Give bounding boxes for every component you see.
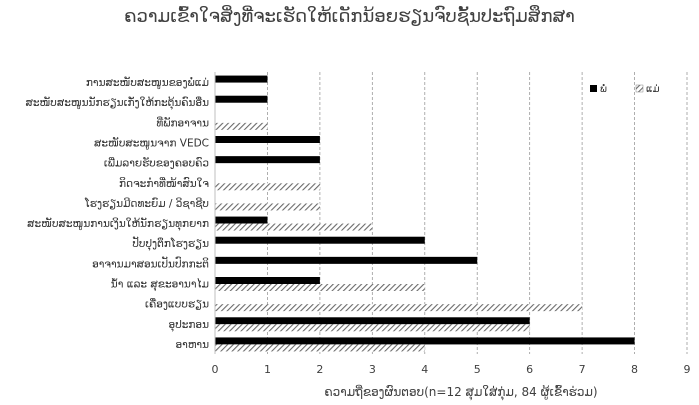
bar-series-1 <box>215 156 320 164</box>
x-tick-label: 9 <box>684 363 691 376</box>
chart-title: ຄວາມເຂົ້າໃຈສິ່ງທີ່ຈະເຮັດໃຫ້ເດັກນ້ອຍຮຽນຈົ… <box>124 6 575 27</box>
category-label: ອາຫານ <box>176 339 210 351</box>
bar-series-1 <box>215 95 268 103</box>
bar-series-1 <box>215 136 320 143</box>
category-label: ເພີ່ມລາຍຮັບຂອງຄອບຄົວ <box>104 156 209 169</box>
x-tick-label: 0 <box>212 363 219 376</box>
bar-series-2 <box>215 344 425 352</box>
x-tick-label: 6 <box>526 363 533 376</box>
category-label: ສະໜັບສະໜູນຈາກ VEDC <box>94 136 209 149</box>
category-label: ນ້ຳ ແລະ ສຸຂະອານາໄມ <box>111 278 209 292</box>
bar-series-1 <box>215 216 268 224</box>
x-tick-label: 3 <box>369 363 376 376</box>
x-tick-label: 2 <box>316 363 323 376</box>
category-label: ໂຮງຮຽນມີດທະຍົມ / ວິຊາຊີບ <box>84 197 209 210</box>
bar-series-2 <box>215 304 583 312</box>
category-label: ທີ່ພັກອາຈານ <box>156 116 209 129</box>
bar-series-2 <box>215 324 530 332</box>
x-tick-label: 5 <box>474 363 481 376</box>
x-tick-label: 8 <box>631 363 638 376</box>
category-label: ເຄື່ອງແບບຮຽນ <box>145 298 209 311</box>
legend-label: ແມ່ <box>646 83 660 95</box>
x-tick-label: 4 <box>421 363 428 376</box>
x-axis-label: ຄວາມຖີ່ຂອງຜົນຕອບ(n=12 ສຸມໃສ່ກຸ່ມ, 84 ຜູ້… <box>324 384 597 401</box>
category-label: ສະໜັບສະໜູນການເງິນໃຫ້ນັກຮຽນທຸກຍາກ <box>27 217 209 231</box>
bar-series-2 <box>215 183 320 191</box>
bar-series-1 <box>215 75 268 83</box>
bar-series-1 <box>215 256 478 264</box>
category-label: ປັບປຸງຕຶກໂຮງຮຽນ <box>132 236 209 251</box>
legend-swatch <box>590 85 597 92</box>
legend-label: ພໍ່ <box>600 83 607 95</box>
bar-series-1 <box>215 317 530 325</box>
category-label: ສະໜັບສະໜູນນັກຮຽນເກັ່ງໃຫ້ກະຕຸ້ນຄົນອື່ນ <box>25 96 209 110</box>
x-tick-label: 7 <box>579 363 586 376</box>
category-label: ອາຈານມາສອນເປັນປົກກະຕິ <box>92 256 209 270</box>
label-layer: 0 1 2 3 4 5 6 7 8 9 ການສະໜັບສະໜູນຂອງພໍ່ແມ່ສະໜັບສະໜ… <box>25 76 690 401</box>
x-tick-label: 1 <box>264 363 271 376</box>
bar-series-2 <box>215 223 373 231</box>
category-label: ອຸປະກອນ <box>169 319 210 332</box>
bar-series-2 <box>215 122 268 130</box>
bar-series-2 <box>215 203 320 211</box>
grid-layer <box>267 72 688 354</box>
bar-series-1 <box>215 236 425 244</box>
bar-layer <box>215 75 635 352</box>
legend: ພໍ່ ແມ່ <box>590 83 660 95</box>
bar-series-2 <box>215 284 425 291</box>
bar-series-1 <box>215 277 320 284</box>
category-label: ການສະໜັບສະໜູນຂອງພໍ່ແມ່ <box>86 76 209 89</box>
category-label: ກິດຈະກຳທີ່ໜ້າສົນໃຈ <box>119 177 209 190</box>
bar-series-1 <box>215 337 635 345</box>
legend-swatch <box>635 84 644 93</box>
